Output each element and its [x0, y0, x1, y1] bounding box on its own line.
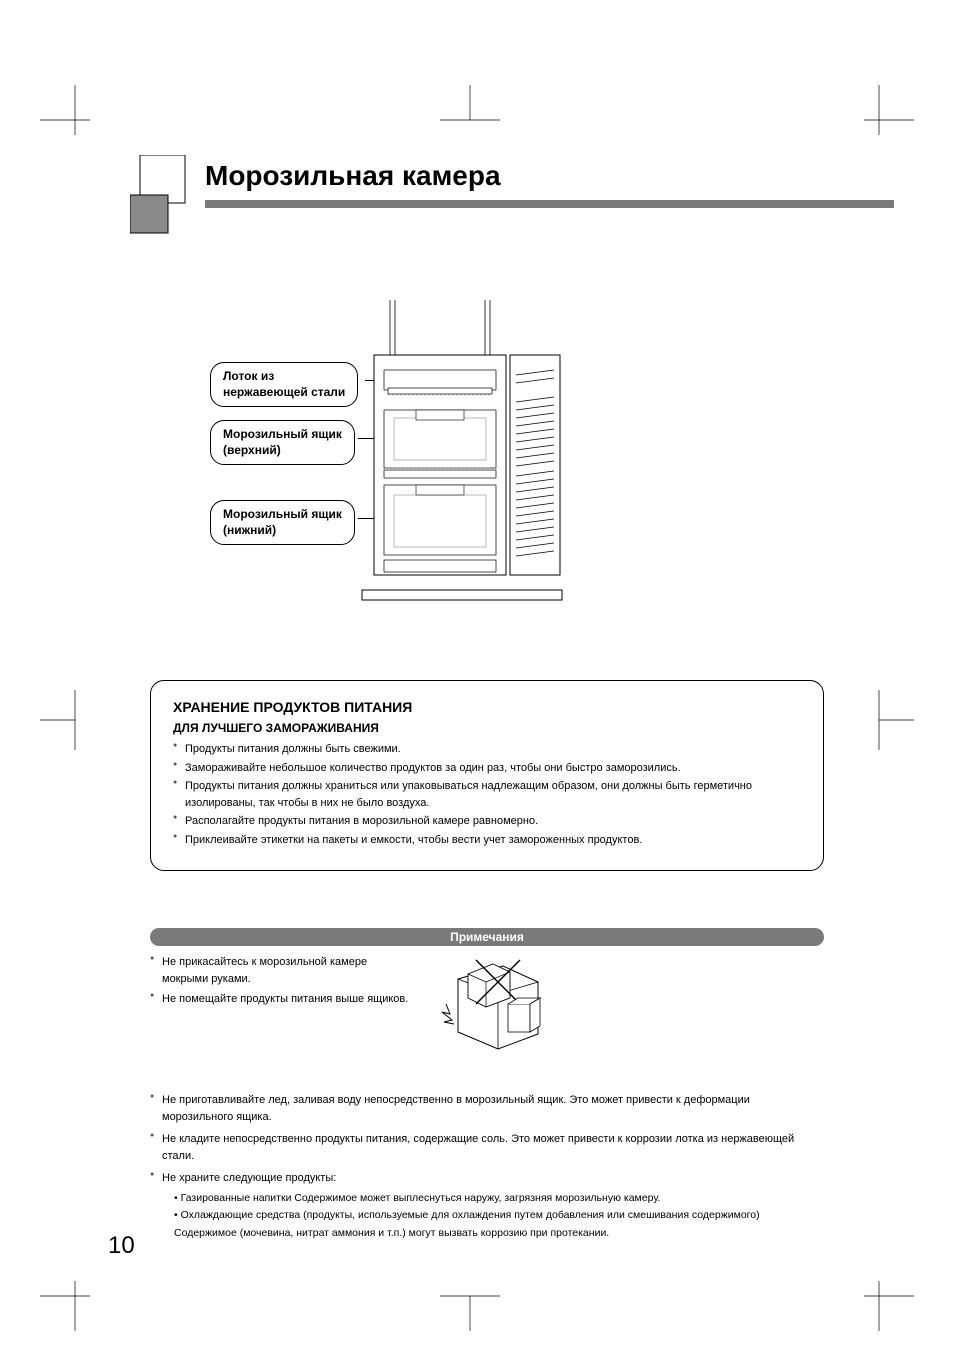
list-item: Продукты питания должны храниться или уп… — [173, 778, 801, 811]
storage-heading: ХРАНЕНИЕ ПРОДУКТОВ ПИТАНИЯ — [173, 699, 801, 715]
storage-subheading: ДЛЯ ЛУЧШЕГО ЗАМОРАЖИВАНИЯ — [173, 721, 801, 735]
sublist-item: • Газированные напитки Содержимое может … — [162, 1191, 824, 1207]
sublist-item: • Охлаждающие средства (продукты, исполь… — [162, 1208, 824, 1224]
freezer-diagram: Лоток из нержавеющей стали Морозильный я… — [210, 300, 580, 630]
storage-list: Продукты питания должны быть свежими. За… — [173, 741, 801, 848]
list-item: Не храните следующие продукты: • Газиров… — [150, 1170, 824, 1242]
notes-lower-list: Не приготавливайте лед, заливая воду неп… — [150, 1092, 824, 1248]
list-item: Не помещайте продукты питания выше ящико… — [150, 991, 410, 1008]
notes-label: Примечания — [150, 928, 824, 946]
list-item: Не кладите непосредственно продукты пита… — [150, 1131, 824, 1164]
callout-upper: Морозильный ящик (верхний) — [210, 420, 355, 465]
callout-lower: Морозильный ящик (нижний) — [210, 500, 355, 545]
page-number: 10 — [108, 1232, 135, 1260]
list-item: Приклеивайте этикетки на пакеты и емкост… — [173, 832, 801, 849]
list-item: Не приготавливайте лед, заливая воду неп… — [150, 1092, 824, 1125]
page-title: Морозильная камера — [205, 160, 894, 192]
callout-tray: Лоток из нержавеющей стали — [210, 362, 358, 407]
storage-box: ХРАНЕНИЕ ПРОДУКТОВ ПИТАНИЯ ДЛЯ ЛУЧШЕГО З… — [150, 680, 824, 871]
freezer-illustration — [360, 300, 570, 620]
sublist-item: Содержимое (мочевина, нитрат аммония и т… — [162, 1226, 824, 1242]
list-item: Располагайте продукты питания в морозиль… — [173, 813, 801, 830]
list-item: Продукты питания должны быть свежими. — [173, 741, 801, 758]
list-item: Замораживайте небольшое количество проду… — [173, 760, 801, 777]
notes-top-list: Не прикасайтесь к морозильной камере мок… — [150, 954, 410, 1012]
list-item: Не прикасайтесь к морозильной камере мок… — [150, 954, 410, 987]
page-icon — [130, 155, 195, 235]
overload-illustration — [438, 954, 548, 1059]
title-separator — [205, 200, 894, 208]
